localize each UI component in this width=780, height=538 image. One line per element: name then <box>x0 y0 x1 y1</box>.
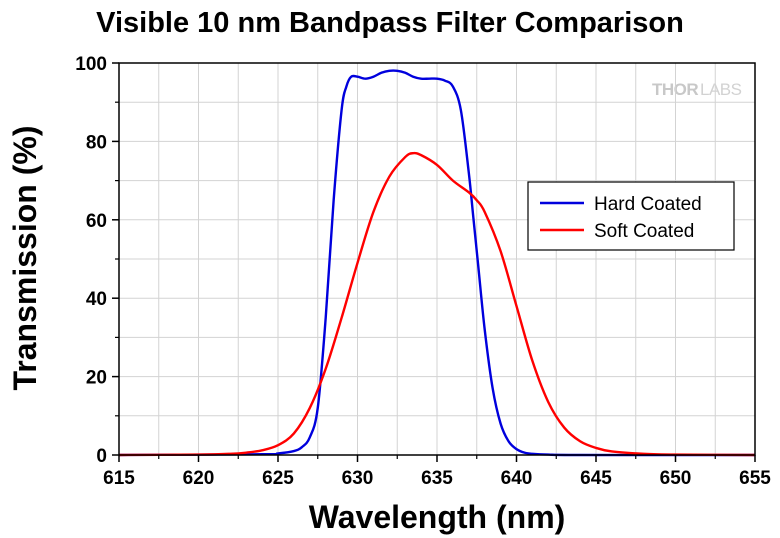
y-tick-label: 40 <box>86 289 107 310</box>
legend-box <box>527 181 735 251</box>
x-axis-title: Wavelength (nm) <box>309 499 566 535</box>
x-tick-label: 620 <box>183 468 215 489</box>
y-tick-label: 20 <box>86 368 107 389</box>
series-line-hard-coated <box>118 69 756 457</box>
plot-axes <box>112 62 756 462</box>
x-tick-label: 645 <box>580 468 612 489</box>
x-tick-label: 655 <box>739 468 771 489</box>
plot-series <box>118 69 756 457</box>
x-tick-label: 615 <box>103 468 135 489</box>
series-line-soft-coated <box>118 151 756 457</box>
legend-label-hard-coated: Hard Coated <box>594 194 702 215</box>
x-tick-label: 625 <box>262 468 294 489</box>
brand-logo-light: LABS <box>700 80 742 99</box>
x-tick-label: 635 <box>421 468 453 489</box>
y-tick-label: 100 <box>75 54 107 75</box>
y-tick-labels: 0 20 40 60 80 100 <box>75 54 107 467</box>
y-tick-label: 0 <box>96 446 107 467</box>
y-tick-label: 80 <box>86 132 107 153</box>
legend: Hard Coated Soft Coated <box>527 181 735 251</box>
x-tick-labels: 615 620 625 630 635 640 645 650 655 <box>103 468 771 489</box>
x-tick-label: 650 <box>660 468 692 489</box>
x-tick-label: 640 <box>501 468 533 489</box>
y-tick-label: 60 <box>86 211 107 232</box>
y-axis-title: Transmission (%) <box>7 126 43 391</box>
x-tick-label: 630 <box>342 468 374 489</box>
chart-title: Visible 10 nm Bandpass Filter Comparison <box>96 7 684 39</box>
legend-label-soft-coated: Soft Coated <box>594 221 694 242</box>
plot-grid <box>118 62 756 456</box>
